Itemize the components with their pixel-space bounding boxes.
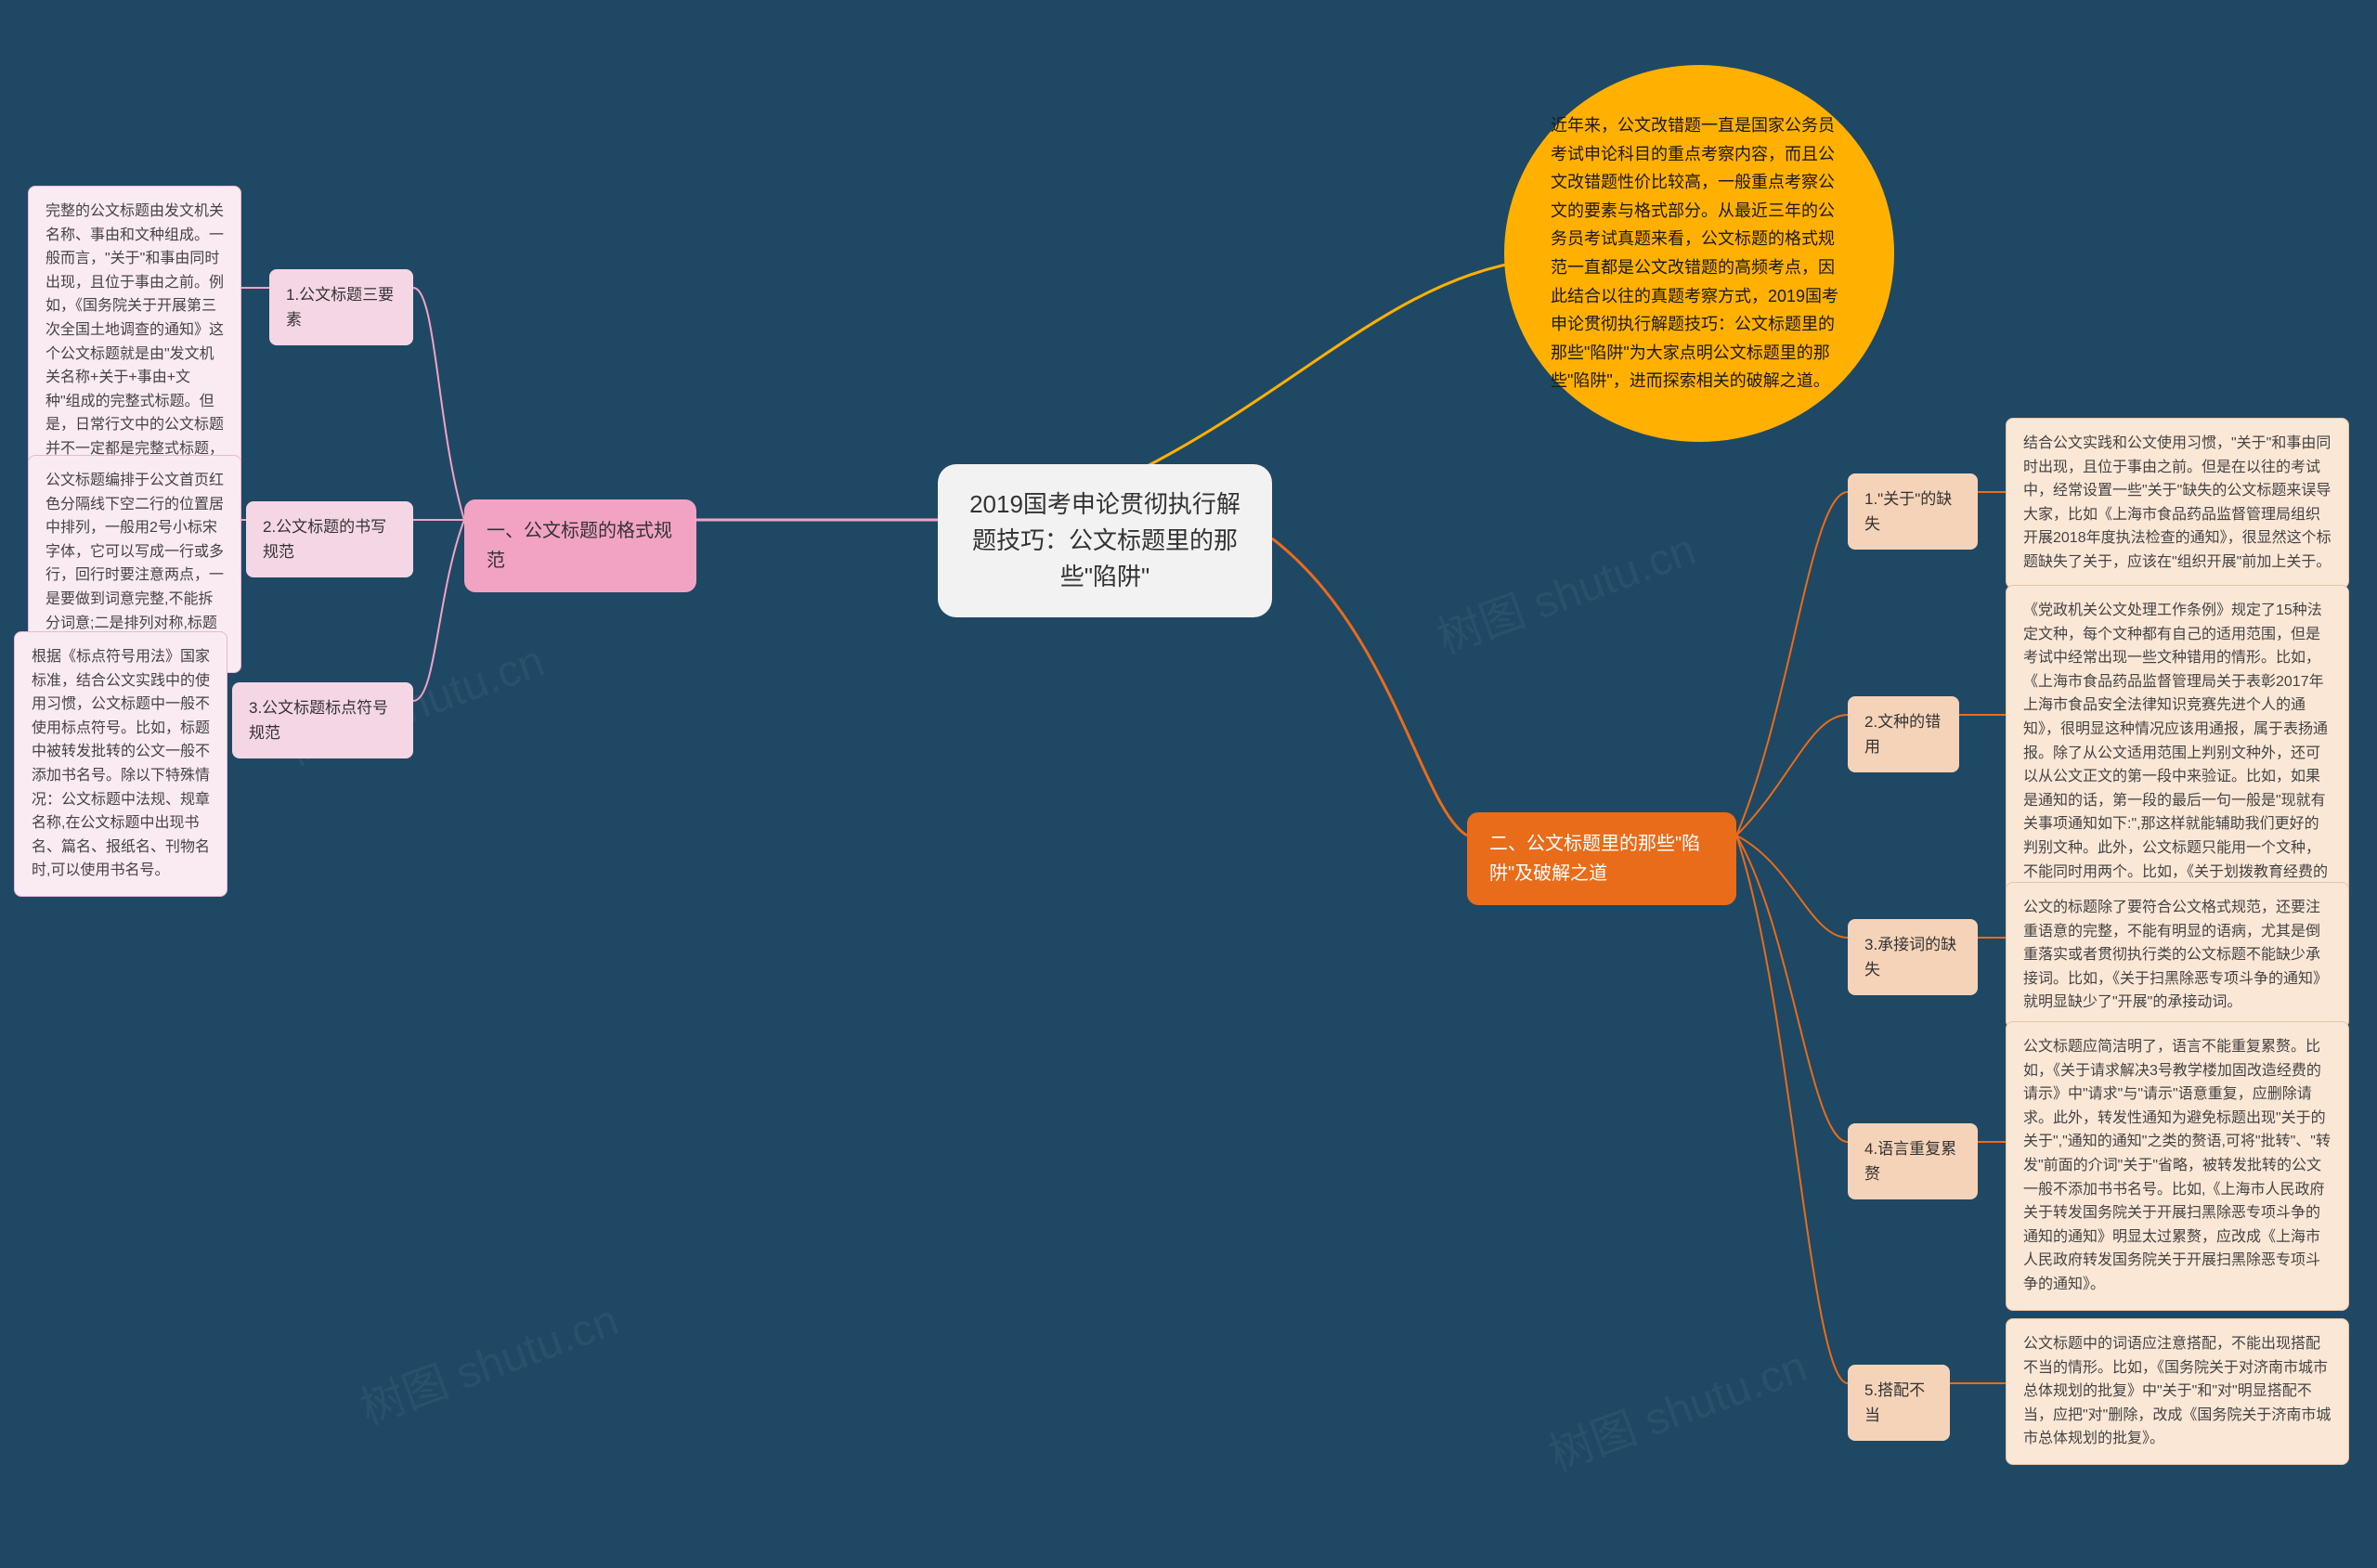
section-right[interactable]: 二、公文标题里的那些"陷阱"及破解之道 (1467, 812, 1736, 905)
left-sub-3[interactable]: 3.公文标题标点符号规范 (232, 682, 413, 758)
section-left[interactable]: 一、公文标题的格式规范 (464, 499, 696, 592)
intro-bubble[interactable]: 近年来，公文改错题一直是国家公务员考试申论科目的重点考察内容，而且公文改错题性价… (1504, 65, 1894, 442)
right-leaf-5: 公文标题中的词语应注意搭配，不能出现搭配不当的情形。比如，《国务院关于对济南市城… (2006, 1318, 2349, 1465)
right-sub-2[interactable]: 2.文种的错用 (1848, 696, 1959, 772)
watermark: 树图 shutu.cn (1539, 1329, 1814, 1483)
left-sub-1[interactable]: 1.公文标题三要素 (269, 269, 413, 345)
right-leaf-4: 公文标题应简洁明了，语言不能重复累赘。比如，《关于请求解决3号教学楼加固改造经费… (2006, 1021, 2349, 1311)
right-leaf-3: 公文的标题除了要符合公文格式规范，还要注重语意的完整，不能有明显的语病，尤其是倒… (2006, 882, 2349, 1029)
watermark: 树图 shutu.cn (1427, 512, 1703, 666)
right-sub-4[interactable]: 4.语言重复累赘 (1848, 1123, 1978, 1199)
left-sub-2[interactable]: 2.公文标题的书写规范 (246, 501, 413, 577)
center-topic[interactable]: 2019国考申论贯彻执行解题技巧：公文标题里的那些"陷阱" (938, 464, 1272, 617)
right-leaf-1: 结合公文实践和公文使用习惯，"关于"和事由同时出现，且位于事由之前。但是在以往的… (2006, 418, 2349, 589)
left-leaf-3: 根据《标点符号用法》国家标准，结合公文实践中的使用习惯，公文标题中一般不使用标点… (14, 631, 227, 897)
right-leaf-2: 《党政机关公文处理工作条例》规定了15种法定文种，每个文种都有自己的适用范围，但… (2006, 585, 2349, 922)
watermark: 树图 shutu.cn (350, 1283, 626, 1436)
right-sub-3[interactable]: 3.承接词的缺失 (1848, 919, 1978, 995)
right-sub-1[interactable]: 1."关于"的缺失 (1848, 473, 1978, 550)
right-sub-5[interactable]: 5.搭配不当 (1848, 1365, 1950, 1441)
